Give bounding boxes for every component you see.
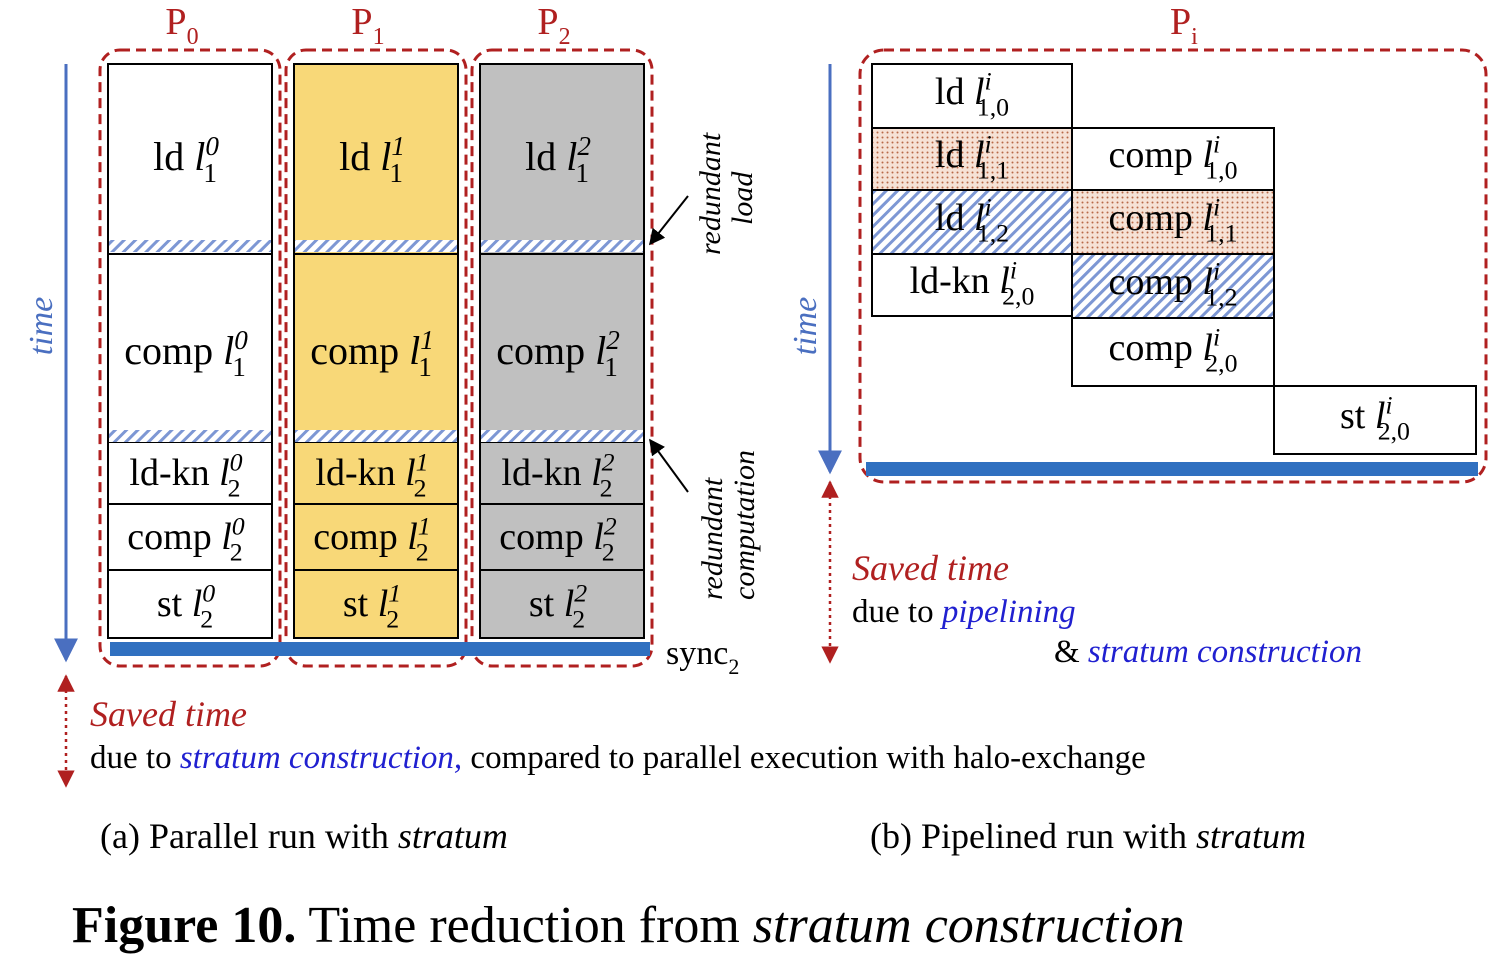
block-label-comp-p2: comp l2 2 xyxy=(499,512,617,567)
block-comp-p0 xyxy=(107,253,273,443)
pipeline-label-comp-6: comp li 1,2 xyxy=(1108,257,1237,312)
pipeline-label-ld-kn-3: ld-kn li 2,0 xyxy=(910,256,1035,311)
saved-time-b: Saved time xyxy=(852,548,1009,588)
block-comp-p0 xyxy=(107,503,273,571)
block-ld-kn-p0 xyxy=(107,441,273,505)
processor-label-2: P2 xyxy=(537,1,570,50)
block-st-p0 xyxy=(107,569,273,639)
pipeline-block-comp-4 xyxy=(1071,127,1275,191)
saved-reason-a: due to stratum construction, compared to… xyxy=(90,740,1146,776)
panel-b-pipelined: Pi time ld li 1,0 ld li 1,1 ld li 1,2 ld-kn li… xyxy=(787,1,1488,856)
processor-column-2: P2 ld l2 1 comp l2 1 ld-kn l2 2 comp l2 2 st l2 2 xyxy=(470,1,654,668)
pipeline-block-comp-6 xyxy=(1071,253,1275,319)
processor-label-pi: Pi xyxy=(1170,1,1198,50)
block-label-ld-kn-p1: ld-kn l1 2 xyxy=(315,448,428,503)
processor-label-1: P1 xyxy=(351,1,384,50)
sync-bar-b xyxy=(866,462,1478,476)
block-ld-p1 xyxy=(293,63,459,255)
block-label-ld-p2: ld l2 1 xyxy=(525,131,591,188)
pipeline-label-comp-4: comp li 1,0 xyxy=(1108,130,1237,185)
processor-column-1: P1 ld l1 1 comp l1 1 ld-kn l1 2 comp l1 2 st l1 2 xyxy=(284,1,468,668)
block-label-comp-p1: comp l1 2 xyxy=(313,512,430,567)
redundant-hatch-1-0 xyxy=(295,240,457,252)
time-label-b: time xyxy=(787,297,824,356)
redundant-hatch-2-0 xyxy=(481,240,643,252)
pipeline-label-ld-1: ld li 1,1 xyxy=(935,130,1009,185)
pipeline-block-ld-2 xyxy=(871,189,1073,255)
block-label-comp-p1: comp l1 1 xyxy=(310,325,434,382)
processor-column-0: P0 ld l0 1 comp l0 1 ld-kn l0 2 comp l0 2 st l0 2 xyxy=(98,1,282,668)
pipeline-block-comp-7 xyxy=(1071,317,1275,387)
block-st-p1 xyxy=(293,569,459,639)
saved-reason-b-2: & stratum construction xyxy=(1054,634,1362,670)
redundant-hatch-0-1 xyxy=(109,430,271,442)
saved-time-a: Saved time xyxy=(90,694,247,734)
block-label-comp-p2: comp l2 1 xyxy=(496,325,620,382)
caption-a: (a) Parallel run with stratum xyxy=(100,816,508,856)
pipeline-block-ld-kn-3 xyxy=(871,253,1073,317)
redundant-hatch-1-1 xyxy=(295,430,457,442)
block-label-ld-p1: ld l1 1 xyxy=(339,131,405,188)
redundant-hatch-0-0 xyxy=(109,240,271,252)
pipeline-label-comp-5: comp li 1,1 xyxy=(1108,193,1237,248)
pipeline-label-ld-2: ld li 1,2 xyxy=(935,193,1009,248)
pipeline-label-ld-0: ld li 1,0 xyxy=(935,67,1009,122)
panel-a-parallel: time P0 ld l0 1 comp l0 1 ld-kn l0 2 comp l0 2 st… xyxy=(23,1,1146,856)
caption-b: (b) Pipelined run with stratum xyxy=(870,816,1306,856)
redundant-load-annotation: redundant load xyxy=(694,125,759,255)
redundant-hatch-2-1 xyxy=(481,430,643,442)
block-st-p2 xyxy=(479,569,645,639)
redundant-computation-arrow xyxy=(649,438,689,493)
pipeline-blocks: ld li 1,0 ld li 1,1 ld li 1,2 ld-kn li 2,0 comp … xyxy=(871,63,1477,455)
processor-outline-1 xyxy=(284,48,468,668)
block-label-st-p0: st l0 2 xyxy=(157,579,215,634)
block-label-comp-p0: comp l0 2 xyxy=(127,512,245,567)
processor-outline-2 xyxy=(470,48,654,668)
sync-label: sync2 xyxy=(666,635,739,679)
block-label-ld-kn-p2: ld-kn l2 2 xyxy=(501,448,614,503)
redundant-load-arrow xyxy=(649,195,689,246)
processor-outline-0 xyxy=(98,48,282,668)
block-label-ld-p0: ld l0 1 xyxy=(153,131,219,188)
processor-label-0: P0 xyxy=(165,1,198,50)
pipeline-block-st-8 xyxy=(1273,385,1477,455)
processor-outline-pi xyxy=(858,48,1488,484)
block-ld-kn-p1 xyxy=(293,441,459,505)
block-comp-p1 xyxy=(293,253,459,443)
block-label-st-p1: st l1 2 xyxy=(343,579,401,634)
pipeline-block-comp-5 xyxy=(1071,189,1275,255)
redundant-computation-annotation: redundant computation xyxy=(696,450,761,600)
pipeline-block-ld-0 xyxy=(871,63,1073,129)
block-comp-p2 xyxy=(479,253,645,443)
sync-bar xyxy=(110,642,650,656)
figure-caption: Figure 10. Time reduction from stratum c… xyxy=(72,897,1185,954)
saved-reason-b-1: due to pipelining xyxy=(852,594,1076,630)
block-label-ld-kn-p0: ld-kn l0 2 xyxy=(129,448,242,503)
pipeline-label-st-8: st li 2,0 xyxy=(1340,391,1410,446)
pipeline-label-comp-7: comp li 2,0 xyxy=(1108,323,1237,378)
time-label-a: time xyxy=(23,297,60,356)
block-label-st-p2: st l2 2 xyxy=(529,579,587,634)
block-label-comp-p0: comp l0 1 xyxy=(124,325,248,382)
